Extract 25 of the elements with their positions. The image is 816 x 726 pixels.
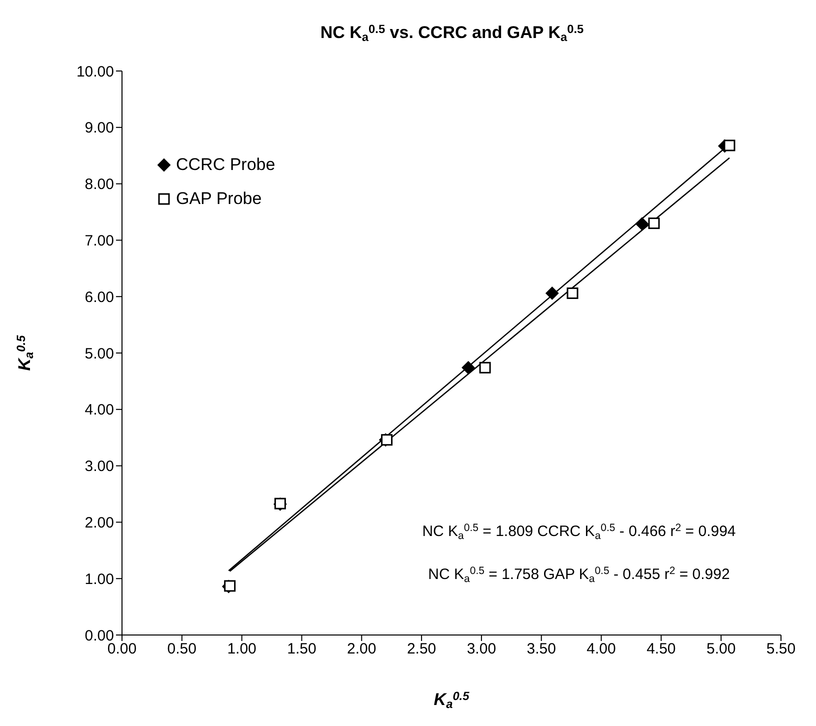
x-tick-label: 3.00 bbox=[466, 640, 496, 658]
x-tick-label: 0.50 bbox=[167, 640, 197, 658]
x-tick-label: 3.50 bbox=[526, 640, 556, 658]
x-tick-label: 5.50 bbox=[766, 640, 796, 658]
y-tick-label: 7.00 bbox=[84, 232, 114, 250]
x-tick-label: 4.50 bbox=[646, 640, 676, 658]
y-tick-label: 8.00 bbox=[84, 176, 114, 194]
x-tick-label: 2.00 bbox=[347, 640, 376, 658]
y-tick-label: 10.00 bbox=[76, 63, 114, 80]
y-tick-label: 3.00 bbox=[84, 458, 114, 476]
text: NC K$_{a}$$^{0.5}$ = 1.758 GAP K$_{a}$$^{0.5}$ - 0.455 r$^{2}$ = 0.992 bbox=[428, 565, 730, 585]
x-tick-label: 1.00 bbox=[227, 640, 256, 658]
y-tick-label: 1.00 bbox=[84, 570, 114, 588]
y-tick-label: 5.00 bbox=[84, 345, 114, 362]
y-tick-label: 2.00 bbox=[84, 514, 114, 532]
y-tick-label: 6.00 bbox=[84, 288, 114, 306]
x-tick-label: 4.00 bbox=[586, 640, 616, 658]
y-tick-label: 9.00 bbox=[84, 120, 114, 137]
x-tick-label: 1.50 bbox=[287, 640, 316, 658]
x-tick-label: 5.00 bbox=[706, 640, 736, 658]
text: NC K$_{a}$$^{0.5}$ = 1.809 CCRC K$_{a}$$^{0.5}$ - 0.466 r$^{2}$ = 0.994 bbox=[422, 522, 736, 542]
x-tick-label: 2.50 bbox=[406, 640, 436, 658]
y-tick-label: 4.00 bbox=[84, 402, 114, 419]
legend-label: GAP Probe bbox=[176, 189, 262, 209]
legend-label: CCRC Probe bbox=[176, 155, 276, 175]
